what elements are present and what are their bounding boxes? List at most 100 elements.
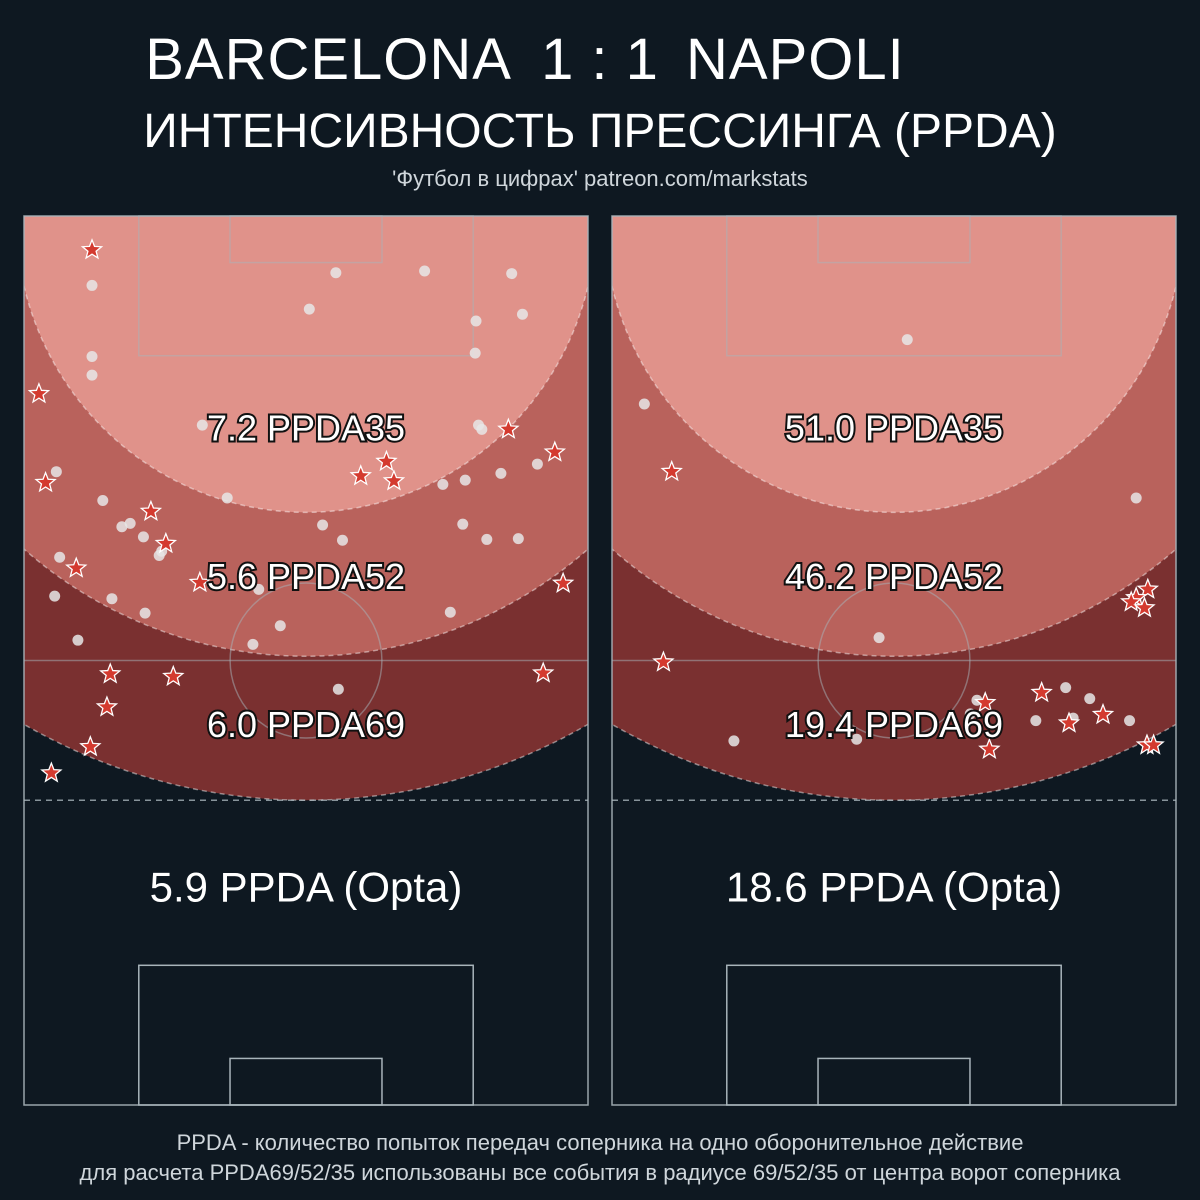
pressure-event-star (974, 691, 997, 713)
defensive-event-dot (50, 466, 62, 478)
pressure-event-star (349, 464, 372, 486)
defensive-event-dot (221, 492, 233, 504)
pressure-event-star (382, 469, 406, 491)
defensive-event-dot (444, 606, 456, 618)
defensive-event-dot (873, 632, 885, 644)
defensive-event-dot (481, 533, 493, 545)
defensive-event-dot (137, 531, 149, 543)
defensive-event-dot (457, 518, 469, 530)
pressure-event-star (1119, 590, 1143, 612)
pressure-event-star (188, 570, 212, 593)
ppda35-label: 51.0 PPDA35 (785, 408, 1003, 449)
defensive-event-dot (116, 521, 128, 533)
pressure-event-star (531, 661, 555, 683)
defensive-event-dot (495, 467, 507, 479)
defensive-event-dot (106, 593, 118, 605)
defensive-event-dot (247, 638, 259, 650)
bottom-six-yard-box (229, 1057, 383, 1106)
defensive-event-dot (470, 315, 482, 327)
event-markers (27, 238, 575, 783)
defensive-event-dot (512, 533, 524, 545)
defensive-event-dot (332, 683, 344, 695)
defensive-event-dot (124, 517, 136, 529)
defensive-event-dot (459, 474, 471, 486)
defensive-event-dot (330, 267, 342, 279)
pressure-event-star (1057, 711, 1081, 733)
defensive-event-dot (1030, 715, 1042, 727)
pressure-event-star (978, 737, 1001, 759)
footnote-line-1: PPDA - количество попыток передач соперн… (176, 1130, 1024, 1155)
pressure-event-star (65, 556, 88, 578)
pressure-event-star (551, 571, 575, 593)
pressure-event-star (660, 459, 683, 482)
defensive-event-dot (253, 583, 265, 595)
defensive-event-dot (1130, 492, 1142, 504)
pitch-lines (23, 215, 589, 1106)
ppda35-label: 7.2 PPDA35 (207, 408, 405, 449)
defensive-event-dot (516, 308, 528, 320)
zone-35 (24, 216, 588, 513)
pressure-event-star (162, 664, 185, 687)
defensive-event-dot (851, 733, 863, 745)
away-team-name: NAPOLI (686, 27, 905, 92)
ppda-opta-label: 5.9 PPDA (Opta) (150, 864, 463, 911)
centre-circle (229, 582, 383, 739)
pressure-event-star (1091, 702, 1115, 725)
pressure-event-star (652, 650, 675, 672)
pressure-event-star (27, 382, 51, 404)
defensive-event-dot (72, 634, 84, 646)
ppda69-label: 19.4 PPDA69 (785, 704, 1003, 745)
metric-title: ИНТЕНСИВНОСТЬ ПРЕССИНГА (PPDA) (143, 105, 1057, 158)
ppda-opta-label: 18.6 PPDA (Opta) (726, 864, 1062, 911)
defensive-event-dot (86, 351, 98, 363)
press-zones (24, 216, 588, 801)
bottom-six-yard-box (817, 1057, 971, 1106)
pressure-event-star (1136, 577, 1160, 599)
defensive-event-dot (964, 708, 976, 720)
pressure-event-star (139, 499, 163, 522)
pressure-event-star (497, 417, 520, 439)
pitch-lines (611, 215, 1177, 1106)
defensive-event-dot (506, 268, 518, 280)
pressure-event-star (375, 449, 398, 472)
pressure-event-star (154, 531, 178, 554)
defensive-event-dot (476, 423, 488, 435)
defensive-event-dot (1124, 715, 1136, 727)
defensive-event-dot (1060, 682, 1072, 694)
defensive-event-dot (86, 369, 98, 381)
zone-35 (612, 216, 1176, 513)
pressure-event-star (40, 761, 63, 783)
pressure-event-star (79, 735, 102, 757)
match-score: 1 : 1 (541, 27, 659, 92)
ppda69-label: 6.0 PPDA69 (207, 704, 405, 745)
defensive-event-dot (49, 590, 61, 602)
bottom-penalty-box (138, 964, 474, 1106)
event-markers (638, 334, 1165, 759)
pressure-event-star (1133, 596, 1156, 618)
ppda52-label: 5.6 PPDA52 (207, 556, 405, 597)
pitch-panel-napoli: 51.0 PPDA35 46.2 PPDA52 19.4 PPDA69 18.6 PP… (611, 215, 1177, 1106)
pitch-panel-barcelona: 7.2 PPDA35 5.6 PPDA52 6.0 PPDA69 5.9 PPDA (… (23, 215, 589, 1106)
defensive-event-dot (437, 478, 449, 490)
defensive-event-dot (419, 265, 431, 277)
pressure-event-star (34, 470, 57, 493)
centre-circle (817, 582, 971, 739)
defensive-event-dot (469, 347, 481, 359)
defensive-event-dot (54, 551, 66, 563)
ppda52-label: 46.2 PPDA52 (785, 556, 1003, 597)
home-team-name: BARCELONA (145, 27, 512, 92)
pressure-event-star (80, 238, 104, 260)
source-credit: 'Футбол в цифрах' patreon.com/markstats (392, 166, 808, 191)
footnote-line-2: для расчета PPDA69/52/35 использованы вс… (79, 1160, 1121, 1185)
defensive-event-dot (531, 458, 543, 470)
top-six-yard-box (229, 215, 383, 264)
defensive-event-dot (196, 419, 208, 431)
defensive-event-dot (336, 534, 348, 546)
defensive-event-dot (1084, 693, 1096, 705)
defensive-event-dot (638, 398, 650, 410)
pressure-event-star (543, 440, 567, 462)
press-zones (612, 216, 1176, 801)
top-six-yard-box (817, 215, 971, 264)
defensive-event-dot (728, 735, 740, 747)
